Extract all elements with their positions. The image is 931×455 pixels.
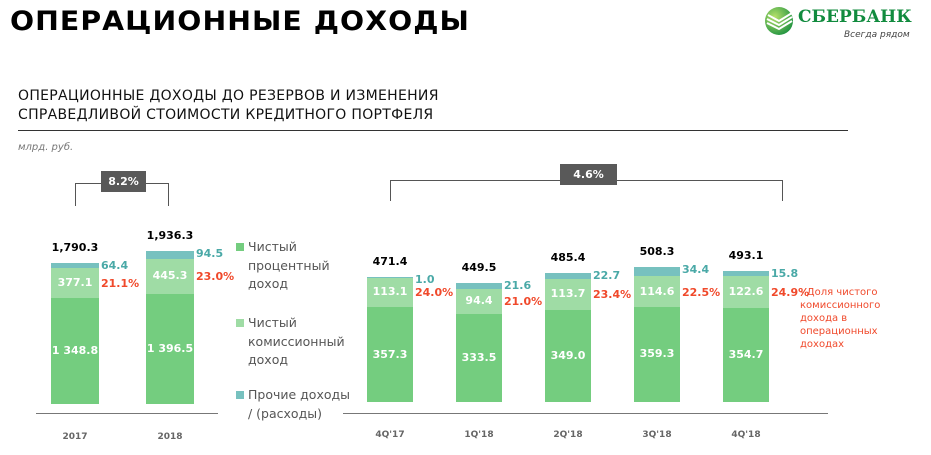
bar-segment-nii (723, 308, 769, 402)
x-tick-label: 2017 (62, 432, 88, 442)
commission-share-label: 24.9% (771, 285, 810, 299)
bar-label-nii: 333.5 (461, 350, 497, 364)
bar-segment-nii (634, 306, 680, 402)
legend-label: / (расходы) (248, 405, 322, 421)
legend-label: доход (248, 276, 288, 291)
x-tick-label: 3Q'18 (642, 430, 672, 440)
bar-label-other: 15.8 (771, 267, 799, 281)
bar-segment-other (51, 262, 99, 268)
bar-label-nii: 354.7 (728, 348, 764, 361)
unit-label: млрд. руб. (18, 142, 74, 153)
bar-segment-commission (146, 258, 194, 294)
bar-segment-other (634, 267, 680, 277)
page-title: ОПЕРАЦИОННЫЕ ДОХОДЫ (10, 6, 470, 37)
bar-label-commission: 94.4 (465, 294, 493, 308)
bar-label-nii: 1 396.5 (146, 341, 194, 355)
bar-label-commission: 445.3 (152, 269, 188, 283)
bar-label-other: 94.5 (196, 247, 224, 261)
bar-total-label: 1,790.3 (51, 240, 99, 254)
legend-label: доход (248, 352, 288, 367)
x-tick-label: 2018 (157, 432, 183, 442)
legend-swatch (236, 319, 244, 327)
annual-axis (36, 413, 218, 414)
bar-label-nii: 349.0 (550, 348, 586, 362)
bar-label-other: 1.0 (415, 273, 435, 287)
bar-label-commission: 113.1 (372, 285, 408, 299)
bar-label-other: 21.6 (504, 278, 532, 292)
sberbank-logo-icon (765, 7, 793, 35)
bar-label-nii: 359.3 (639, 347, 675, 361)
title-divider (18, 130, 848, 131)
x-tick-label: 4Q'17 (375, 430, 405, 440)
chart-title-line-1: ОПЕРАЦИОННЫЕ ДОХОДЫ ДО РЕЗЕРВОВ И ИЗМЕНЕ… (18, 88, 439, 104)
commission-share-note: - Доля чистого комиссионного дохода в оп… (800, 287, 881, 350)
legend-swatch (236, 243, 244, 251)
bar-segment-nii (456, 313, 502, 402)
bar-total-label: 493.1 (728, 249, 764, 263)
bar-segment-nii (146, 293, 194, 404)
legend-label: Чистый (248, 239, 297, 254)
quarterly-growth-badge: 4.6% (560, 164, 617, 185)
bar-total-label: 508.3 (639, 245, 675, 259)
legend-label: Прочие доходы (248, 387, 351, 402)
legend-label: процентный (248, 257, 330, 273)
bar-label-commission: 377.1 (57, 275, 93, 289)
bar-total-label: 449.5 (461, 260, 497, 274)
quarterly-axis (343, 413, 828, 414)
logo-tagline: Всегда рядом (844, 30, 910, 40)
bar-segment-commission (51, 267, 99, 298)
bar-label-other: 64.4 (101, 258, 129, 272)
commission-share-label: 23.4% (593, 288, 632, 302)
bar-segment-other (146, 251, 194, 259)
bar-label-other: 22.7 (593, 269, 621, 283)
sberbank-logo: СБЕРБАНК Всегда рядом (764, 4, 924, 46)
bar-segment-commission (367, 277, 413, 308)
bar-segment-other (723, 271, 769, 276)
bar-segment-nii (367, 307, 413, 402)
annual-growth-badge: 8.2% (101, 171, 146, 192)
bar-total-label: 485.4 (550, 251, 586, 265)
bar-segment-nii (545, 309, 591, 402)
legend-label: комиссионный (248, 333, 345, 349)
x-tick-label: 2Q'18 (553, 430, 583, 440)
legend-label: Чистый (248, 315, 297, 330)
bar-total-label: 471.4 (372, 255, 408, 269)
bar-segment-other (545, 273, 591, 280)
bar-segment-commission (634, 276, 680, 307)
commission-share-label: 24.0% (415, 286, 454, 300)
commission-share-label: 23.0% (196, 270, 235, 284)
bar-label-commission: 113.7 (550, 287, 586, 301)
bar-total-label: 1,936.3 (146, 229, 194, 243)
bar-label-commission: 122.6 (728, 284, 764, 298)
bar-segment-commission (545, 279, 591, 310)
bar-label-commission: 114.6 (639, 284, 675, 298)
bar-label-nii: 1 348.8 (51, 343, 99, 357)
bar-segment-other (456, 282, 502, 289)
commission-share-label: 22.5% (682, 285, 721, 299)
bar-segment-commission (723, 275, 769, 308)
x-tick-label: 4Q'18 (731, 430, 761, 440)
chart-title-line-2: СПРАВЕДЛИВОЙ СТОИМОСТИ КРЕДИТНОГО ПОРТФЕ… (18, 107, 434, 123)
bar-label-other: 34.4 (682, 263, 710, 277)
legend-swatch (236, 391, 244, 399)
commission-share-label: 21.1% (101, 276, 140, 290)
bar-segment-nii (51, 297, 99, 404)
logo-text: СБЕРБАНК (798, 7, 912, 27)
bar-label-nii: 357.3 (372, 347, 408, 361)
commission-share-label: 21.0% (504, 295, 543, 309)
bar-segment-commission (456, 288, 502, 314)
x-tick-label: 1Q'18 (464, 430, 494, 440)
